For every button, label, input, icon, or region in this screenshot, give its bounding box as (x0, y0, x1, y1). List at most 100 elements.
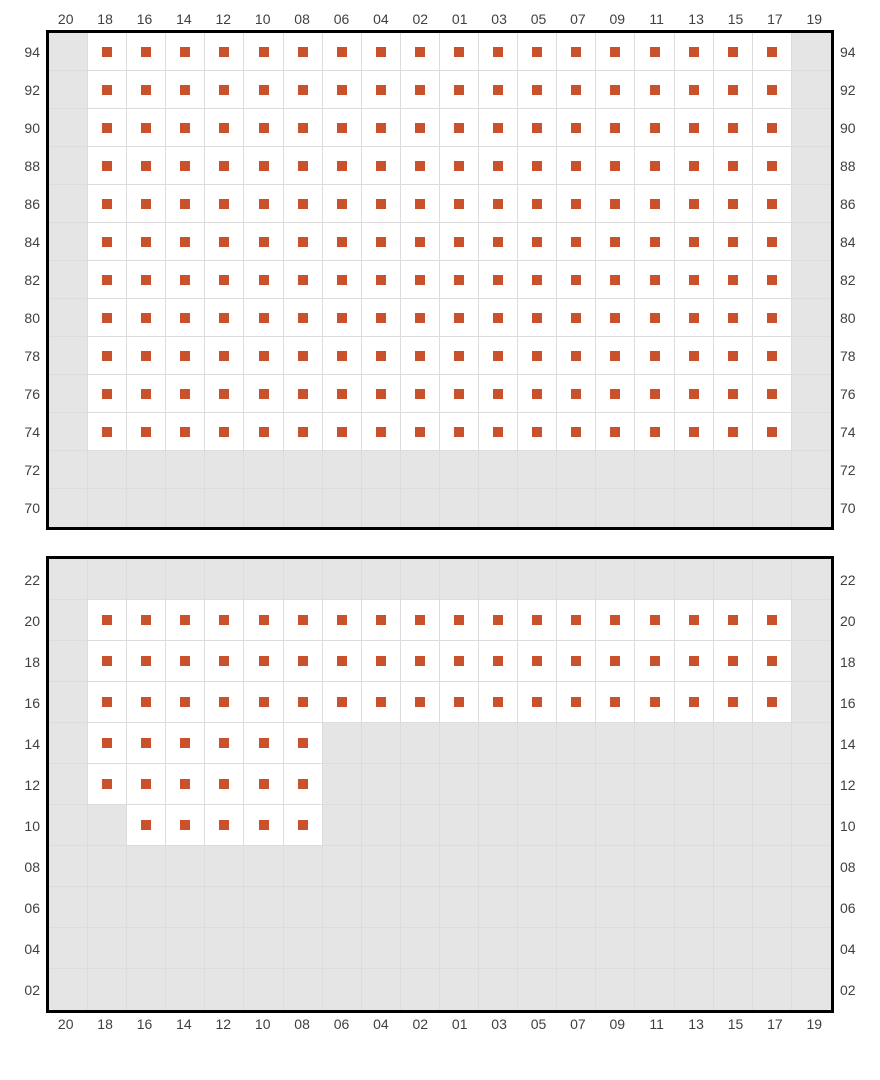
seat[interactable] (284, 33, 323, 71)
seat[interactable] (714, 71, 753, 109)
seat[interactable] (518, 147, 557, 185)
seat[interactable] (166, 299, 205, 337)
seat[interactable] (675, 375, 714, 413)
seat[interactable] (88, 764, 127, 805)
seat[interactable] (88, 223, 127, 261)
seat[interactable] (244, 109, 283, 147)
seat[interactable] (127, 805, 166, 846)
seat[interactable] (440, 413, 479, 451)
seat[interactable] (440, 261, 479, 299)
seat[interactable] (596, 33, 635, 71)
seat[interactable] (401, 299, 440, 337)
seat[interactable] (205, 337, 244, 375)
seat[interactable] (440, 223, 479, 261)
seat[interactable] (635, 33, 674, 71)
seat[interactable] (635, 600, 674, 641)
seat[interactable] (518, 641, 557, 682)
seat[interactable] (753, 261, 792, 299)
seat[interactable] (284, 375, 323, 413)
seat[interactable] (362, 33, 401, 71)
seat[interactable] (714, 337, 753, 375)
seat[interactable] (635, 299, 674, 337)
seat[interactable] (557, 147, 596, 185)
seat[interactable] (362, 413, 401, 451)
seat[interactable] (753, 299, 792, 337)
seat[interactable] (479, 600, 518, 641)
seat[interactable] (166, 261, 205, 299)
seat[interactable] (479, 33, 518, 71)
seat[interactable] (557, 682, 596, 723)
seat[interactable] (596, 223, 635, 261)
seat[interactable] (205, 723, 244, 764)
seat[interactable] (479, 185, 518, 223)
seat[interactable] (753, 682, 792, 723)
seat[interactable] (518, 185, 557, 223)
seat[interactable] (401, 33, 440, 71)
seat[interactable] (205, 33, 244, 71)
seat[interactable] (88, 71, 127, 109)
seat[interactable] (323, 299, 362, 337)
seat[interactable] (675, 413, 714, 451)
seat[interactable] (127, 223, 166, 261)
seat[interactable] (635, 109, 674, 147)
seat[interactable] (401, 337, 440, 375)
seat[interactable] (323, 682, 362, 723)
seat[interactable] (518, 109, 557, 147)
seat[interactable] (244, 375, 283, 413)
seat[interactable] (362, 223, 401, 261)
seat[interactable] (675, 147, 714, 185)
seat[interactable] (284, 185, 323, 223)
seat[interactable] (88, 261, 127, 299)
seat[interactable] (596, 261, 635, 299)
seat[interactable] (244, 261, 283, 299)
seat[interactable] (635, 147, 674, 185)
seat[interactable] (596, 71, 635, 109)
seat[interactable] (244, 299, 283, 337)
seat[interactable] (323, 337, 362, 375)
seat[interactable] (479, 413, 518, 451)
seat[interactable] (440, 682, 479, 723)
seat[interactable] (518, 261, 557, 299)
seat[interactable] (479, 337, 518, 375)
seat[interactable] (88, 337, 127, 375)
seat[interactable] (675, 600, 714, 641)
seat[interactable] (518, 337, 557, 375)
seat[interactable] (166, 641, 205, 682)
seat[interactable] (557, 185, 596, 223)
seat[interactable] (753, 71, 792, 109)
seat[interactable] (440, 71, 479, 109)
seat[interactable] (166, 33, 205, 71)
seat[interactable] (362, 71, 401, 109)
seat[interactable] (635, 413, 674, 451)
seat[interactable] (518, 71, 557, 109)
seat[interactable] (401, 185, 440, 223)
seat[interactable] (323, 641, 362, 682)
seat[interactable] (127, 337, 166, 375)
seat[interactable] (753, 641, 792, 682)
seat[interactable] (362, 600, 401, 641)
seat[interactable] (88, 682, 127, 723)
seat[interactable] (284, 764, 323, 805)
seat[interactable] (323, 375, 362, 413)
seat[interactable] (518, 375, 557, 413)
seat[interactable] (596, 600, 635, 641)
seat[interactable] (401, 600, 440, 641)
seat[interactable] (88, 723, 127, 764)
seat[interactable] (557, 71, 596, 109)
seat[interactable] (205, 223, 244, 261)
seat[interactable] (205, 600, 244, 641)
seat[interactable] (127, 641, 166, 682)
seat[interactable] (518, 223, 557, 261)
seat[interactable] (714, 33, 753, 71)
seat[interactable] (596, 109, 635, 147)
seat[interactable] (479, 682, 518, 723)
seat[interactable] (127, 682, 166, 723)
seat[interactable] (714, 299, 753, 337)
seat[interactable] (284, 723, 323, 764)
seat[interactable] (753, 147, 792, 185)
seat[interactable] (205, 299, 244, 337)
seat[interactable] (244, 185, 283, 223)
seat[interactable] (675, 337, 714, 375)
seat[interactable] (244, 723, 283, 764)
seat[interactable] (88, 641, 127, 682)
